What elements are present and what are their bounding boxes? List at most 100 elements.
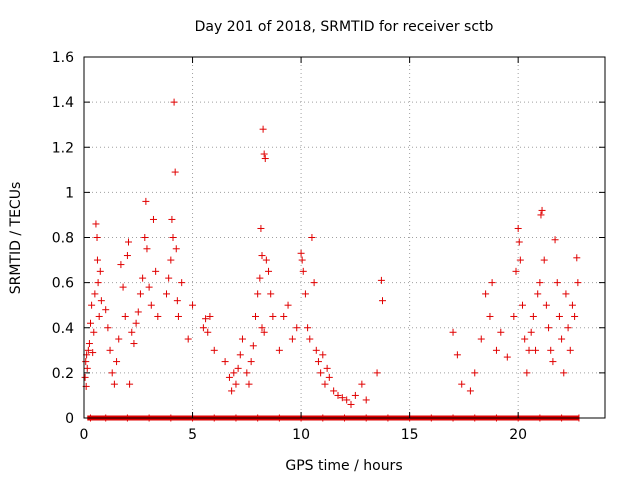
data-point: [243, 369, 251, 377]
data-point: [308, 234, 316, 241]
data-point: [297, 249, 305, 257]
data-point: [377, 276, 385, 284]
data-point: [534, 290, 542, 298]
data-point: [167, 256, 175, 264]
y-tick-label: 1.6: [52, 50, 74, 66]
y-tick-label: 0.6: [52, 276, 74, 292]
data-point: [126, 380, 134, 388]
data-point: [113, 358, 121, 366]
data-point: [102, 306, 110, 314]
data-point: [537, 211, 545, 219]
data-point: [514, 224, 522, 232]
data-point: [267, 290, 275, 298]
data-point: [334, 391, 342, 399]
data-point: [234, 364, 242, 372]
data-point: [510, 312, 518, 320]
data-point: [249, 342, 257, 350]
data-point: [527, 328, 535, 336]
data-point: [310, 279, 318, 287]
data-point: [251, 312, 259, 320]
data-point: [280, 312, 288, 320]
data-point: [453, 351, 461, 359]
data-point: [230, 369, 238, 377]
data-point: [254, 290, 262, 298]
data-point: [347, 400, 355, 408]
chart-title: Day 201 of 2018, SRMTID for receiver sct…: [195, 19, 494, 35]
data-point: [96, 267, 104, 275]
data-point: [304, 324, 312, 332]
data-point: [123, 252, 131, 260]
data-point: [545, 324, 553, 332]
data-point: [532, 346, 540, 354]
data-point: [165, 274, 173, 282]
data-point: [204, 328, 212, 336]
data-point: [87, 319, 95, 327]
data-point: [221, 358, 229, 366]
data-point: [516, 256, 524, 264]
y-tick-label: 0.8: [52, 231, 74, 247]
data-point: [141, 234, 149, 241]
data-point: [189, 301, 197, 309]
data-point: [525, 346, 533, 354]
data-point: [84, 346, 92, 354]
data-point: [521, 335, 529, 343]
data-point: [343, 396, 351, 404]
data-point: [147, 301, 155, 309]
data-point: [258, 324, 266, 332]
data-point: [136, 290, 144, 298]
data-point: [265, 267, 273, 275]
data-point: [119, 283, 127, 291]
data-point: [378, 297, 386, 305]
data-point: [97, 297, 105, 305]
data-point: [458, 380, 466, 388]
data-point: [95, 312, 103, 320]
data-point: [115, 335, 123, 343]
data-point: [269, 312, 277, 320]
data-point: [275, 346, 283, 354]
data-point: [85, 340, 93, 348]
data-point: [228, 387, 236, 395]
data-point: [81, 373, 89, 381]
data-point: [284, 301, 292, 309]
x-axis-ticks: 0 5 10 15 20: [80, 57, 527, 443]
data-point: [488, 279, 496, 287]
data-point: [553, 279, 561, 287]
data-point: [512, 267, 520, 275]
data-point: [121, 312, 129, 320]
x-axis-label: GPS time / hours: [285, 458, 402, 474]
data-point: [108, 369, 116, 377]
data-point: [260, 328, 268, 336]
y-tick-label: 0.2: [52, 366, 74, 382]
y-tick-label: 1: [65, 185, 74, 201]
data-point: [162, 290, 170, 298]
y-axis-label: SRMTID / TECUs: [8, 182, 24, 295]
data-point: [232, 380, 240, 388]
data-point: [536, 279, 544, 287]
data-point: [338, 394, 346, 402]
data-point: [547, 346, 555, 354]
data-point: [497, 328, 505, 336]
data-point: [482, 290, 490, 298]
data-point: [477, 335, 485, 343]
grid-lines: [84, 57, 605, 418]
data-point: [94, 279, 102, 287]
x-tick-label: 0: [80, 427, 89, 443]
data-point: [206, 312, 214, 320]
data-point: [551, 236, 559, 244]
data-point: [564, 324, 572, 332]
data-point: [83, 364, 91, 372]
data-point: [104, 324, 112, 332]
data-point: [130, 340, 138, 348]
data-point: [523, 369, 531, 377]
data-point: [91, 290, 99, 298]
data-point: [260, 150, 268, 158]
data-point: [172, 245, 180, 253]
data-point: [145, 283, 153, 291]
data-point: [93, 234, 101, 241]
data-point: [170, 98, 178, 106]
data-point: [466, 387, 474, 395]
x-tick-label: 10: [292, 427, 310, 443]
y-tick-label: 1.2: [52, 140, 74, 156]
data-point: [538, 206, 546, 214]
